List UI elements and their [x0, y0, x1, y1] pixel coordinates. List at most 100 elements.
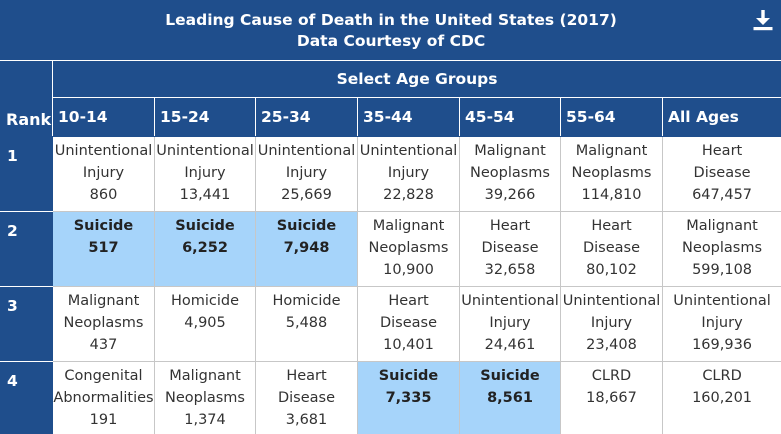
death-count: 3,681	[285, 412, 328, 428]
cause-name: Suicide	[480, 368, 540, 384]
cause-name: Heart	[286, 368, 327, 384]
death-count: 647,457	[692, 187, 753, 203]
title-line-2: Data Courtesy of CDC	[296, 31, 486, 50]
death-count: 860	[89, 187, 118, 203]
highlighted-cause-cell: Suicide 7,948	[255, 211, 358, 287]
death-count: 1,374	[184, 412, 226, 428]
cause-name: Unintentional	[156, 143, 254, 159]
cause-name: Unintentional	[562, 293, 661, 309]
cause-cell: Malignant Neoplasms 10,900	[357, 211, 460, 287]
cause-name: Injury	[82, 165, 125, 181]
cause-cell: Malignant Neoplasms 1,374	[154, 361, 256, 434]
cause-name: CLRD	[702, 368, 742, 384]
death-count: 10,401	[383, 337, 434, 353]
table-row: 1 Unintentional Injury 860 Unintentional Inju…	[0, 136, 781, 212]
death-count: 7,335	[385, 390, 432, 406]
table-row: 3 Malignant Neoplasms 437 Homicide 4,905 Homic…	[0, 286, 781, 362]
cause-name: Neoplasms	[368, 240, 449, 256]
cause-name: Malignant	[575, 143, 648, 159]
cause-name: Neoplasms	[165, 390, 245, 406]
cause-name: Heart	[701, 143, 743, 159]
cause-cell: Malignant Neoplasms 437	[52, 286, 155, 362]
age-group-selector-title: Select Age Groups	[51, 60, 781, 98]
cause-name: Injury	[285, 165, 328, 181]
table-row: 2 Suicide 517 Suicide 6,252 Suicide 7,948 Malig…	[0, 211, 781, 287]
rank-number: 2	[0, 211, 53, 287]
cause-name: Suicide	[73, 218, 134, 234]
rank-number: 1	[0, 136, 53, 212]
cause-name: Unintentional	[461, 293, 559, 309]
cause-name: Suicide	[175, 218, 235, 234]
cause-cell: CLRD 160,201	[661, 361, 781, 434]
cause-cell: Malignant Neoplasms 114,810	[560, 136, 663, 212]
cause-name: Neoplasms	[470, 165, 550, 181]
age-group-tab-0[interactable]: 10-14	[52, 97, 155, 137]
cause-name: Injury	[590, 315, 633, 331]
cause-name: Abnormalities	[53, 390, 154, 406]
cause-name: Malignant	[474, 143, 546, 159]
title-line-1: Leading Cause of Death in the United Sta…	[165, 10, 617, 29]
table-title: Leading Cause of Death in the United Sta…	[0, 0, 781, 61]
age-group-tab-6[interactable]: All Ages	[661, 97, 781, 137]
cause-name: Malignant	[686, 218, 758, 234]
age-group-tab-4[interactable]: 45-54	[459, 97, 561, 137]
cause-cell: Unintentional Injury 860	[52, 136, 155, 212]
cause-name: Neoplasms	[63, 315, 144, 331]
death-count: 437	[89, 337, 118, 353]
cause-cell: Homicide 5,488	[255, 286, 358, 362]
age-group-tab-2[interactable]: 25-34	[255, 97, 358, 137]
cause-cell: Heart Disease 80,102	[560, 211, 663, 287]
death-count: 160,201	[692, 390, 753, 406]
cause-name: Congenital	[64, 368, 143, 384]
cause-cell: Unintentional Injury 24,461	[459, 286, 561, 362]
death-count: 39,266	[484, 187, 536, 203]
cause-cell: Homicide 4,905	[154, 286, 256, 362]
death-count: 22,828	[383, 187, 434, 203]
cause-cell: Heart Disease 32,658	[459, 211, 561, 287]
death-count: 10,900	[383, 262, 434, 278]
cause-name: Suicide	[276, 218, 337, 234]
cause-name: Disease	[277, 390, 336, 406]
cause-cell: Unintentional Injury 13,441	[154, 136, 256, 212]
cause-cell: CLRD 18,667	[560, 361, 663, 434]
death-count: 32,658	[484, 262, 536, 278]
death-count: 13,441	[179, 187, 231, 203]
death-count: 7,948	[283, 240, 330, 256]
cause-cell: Heart Disease 647,457	[661, 136, 781, 212]
cause-name: Unintentional	[359, 143, 458, 159]
cause-name: Injury	[387, 165, 430, 181]
cause-name: Malignant	[372, 218, 445, 234]
death-count: 6,252	[182, 240, 228, 256]
table-row: 4 Congenital Abnormalities 191 Malignant Neop…	[0, 361, 781, 434]
death-count: 24,461	[484, 337, 536, 353]
cause-name: CLRD	[591, 368, 632, 384]
death-count: 599,108	[692, 262, 753, 278]
rank-header-label: Rank	[6, 109, 52, 129]
highlighted-cause-cell: Suicide 6,252	[154, 211, 256, 287]
cause-cell: Heart Disease 3,681	[255, 361, 358, 434]
death-count: 18,667	[586, 390, 637, 406]
cause-name: Injury	[184, 165, 226, 181]
cause-name: Disease	[379, 315, 438, 331]
download-icon[interactable]	[751, 8, 775, 32]
rank-number: 3	[0, 286, 53, 362]
death-count: 169,936	[692, 337, 753, 353]
death-count: 8,561	[487, 390, 533, 406]
age-group-tab-1[interactable]: 15-24	[154, 97, 256, 137]
age-group-tab-3[interactable]: 35-44	[357, 97, 460, 137]
cause-name: Heart	[591, 218, 632, 234]
death-count: 191	[89, 412, 118, 428]
age-group-tab-5[interactable]: 55-64	[560, 97, 663, 137]
cause-cell: Unintentional Injury 169,936	[661, 286, 781, 362]
rank-number: 4	[0, 361, 53, 434]
cause-name: Disease	[582, 240, 641, 256]
death-count: 5,488	[285, 315, 328, 331]
death-count: 114,810	[581, 187, 642, 203]
cause-name: Homicide	[272, 293, 341, 309]
cause-cell: Unintentional Injury 23,408	[560, 286, 663, 362]
death-count: 517	[88, 240, 119, 256]
cause-cell: Unintentional Injury 25,669	[255, 136, 358, 212]
highlighted-cause-cell: Suicide 517	[52, 211, 155, 287]
